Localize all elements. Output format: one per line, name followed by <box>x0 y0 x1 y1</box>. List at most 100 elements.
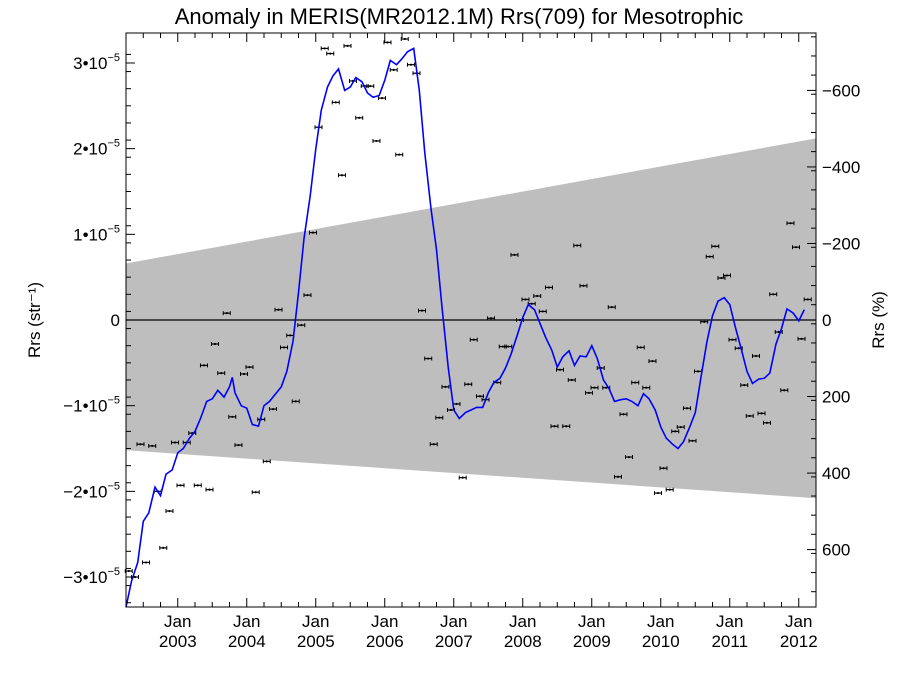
point-marker <box>438 416 441 419</box>
y-tick-label: 0 <box>111 311 120 330</box>
point-marker <box>714 245 717 248</box>
y-tick-label: 1•10−5 <box>73 223 120 244</box>
data-point <box>395 152 404 157</box>
point-marker <box>248 366 251 369</box>
data-point <box>464 382 473 387</box>
point-marker <box>496 381 499 384</box>
data-point <box>251 490 260 495</box>
point-marker <box>703 320 706 323</box>
data-point <box>303 293 312 298</box>
point-marker <box>662 467 665 470</box>
x-tick-month: Jan <box>302 612 329 631</box>
data-point <box>688 438 697 443</box>
y-right-tick-label: −200 <box>822 234 860 253</box>
series-line <box>125 47 806 608</box>
data-point <box>458 475 467 480</box>
point-marker <box>576 244 579 247</box>
data-point <box>320 46 329 51</box>
data-point <box>199 363 208 368</box>
point-marker <box>277 308 280 311</box>
point-marker <box>656 491 660 495</box>
point-marker <box>202 364 206 367</box>
point-marker <box>455 402 458 406</box>
data-point <box>326 51 335 56</box>
data-point <box>441 384 450 389</box>
point-marker <box>800 337 803 340</box>
point-marker <box>524 298 527 301</box>
x-tick-month: Jan <box>716 612 743 631</box>
point-marker <box>668 488 671 491</box>
data-point <box>239 371 248 376</box>
point-marker <box>639 346 642 349</box>
point-marker <box>610 306 613 309</box>
point-marker <box>616 475 620 478</box>
point-marker <box>472 338 475 341</box>
data-point <box>763 420 772 425</box>
point-marker <box>731 338 734 341</box>
point-marker <box>151 444 154 448</box>
x-tick-month: Jan <box>785 612 812 631</box>
point-marker <box>587 391 591 394</box>
point-marker <box>461 476 464 479</box>
point-marker <box>806 298 809 301</box>
point-marker <box>553 425 556 428</box>
data-point <box>142 560 151 565</box>
point-marker <box>346 44 349 47</box>
data-point <box>780 388 789 393</box>
data-point <box>435 415 444 420</box>
point-marker <box>605 386 608 389</box>
data-point <box>136 442 145 447</box>
point-marker <box>444 385 447 388</box>
point-marker <box>196 484 199 487</box>
point-marker <box>162 546 165 549</box>
data-point <box>631 380 640 385</box>
point-marker <box>478 395 482 398</box>
point-marker <box>507 345 510 348</box>
data-point <box>383 40 392 45</box>
point-marker <box>536 294 539 298</box>
data-point <box>274 307 283 312</box>
data-point <box>469 337 478 342</box>
data-point <box>648 359 657 364</box>
point-marker <box>340 174 344 177</box>
data-point <box>228 414 237 419</box>
data-point <box>791 245 800 250</box>
point-marker <box>168 509 171 513</box>
point-marker <box>231 415 234 418</box>
point-marker <box>743 384 746 387</box>
y-axis-left: −3•10−5 −2•10−5 −1•10−5 0 1•10−5 2•10−5 3•10−5 <box>63 52 135 604</box>
data-point <box>510 252 519 257</box>
data-point <box>751 353 760 358</box>
point-marker <box>725 274 729 277</box>
point-marker <box>289 334 292 337</box>
data-point <box>584 390 593 395</box>
point-marker <box>685 407 689 410</box>
data-point <box>475 394 484 399</box>
x-tick-month: Jan <box>233 612 260 631</box>
point-marker <box>720 276 723 280</box>
data-point <box>280 345 289 350</box>
y-tick-label: −1•10−5 <box>63 395 120 416</box>
data-point <box>613 474 622 479</box>
point-marker <box>392 68 395 71</box>
point-marker <box>547 286 551 289</box>
data-point <box>636 345 645 350</box>
series-points <box>124 36 812 580</box>
point-marker <box>634 381 637 384</box>
data-point <box>786 221 795 226</box>
point-marker <box>386 41 389 44</box>
chart-title: Anomaly in MERIS(MR2012.1M) Rrs(709) for… <box>175 4 744 29</box>
point-marker <box>754 354 758 358</box>
point-marker <box>213 342 217 346</box>
data-point <box>521 297 530 302</box>
point-marker <box>789 222 792 225</box>
y-right-tick-label: −400 <box>822 158 860 177</box>
data-point <box>222 311 231 316</box>
point-marker <box>565 425 568 428</box>
point-marker <box>513 253 516 256</box>
x-tick-year: 2003 <box>159 632 197 651</box>
point-marker <box>518 318 522 322</box>
data-point <box>211 341 220 346</box>
data-point <box>671 429 680 434</box>
x-tick-year: 2010 <box>642 632 680 651</box>
